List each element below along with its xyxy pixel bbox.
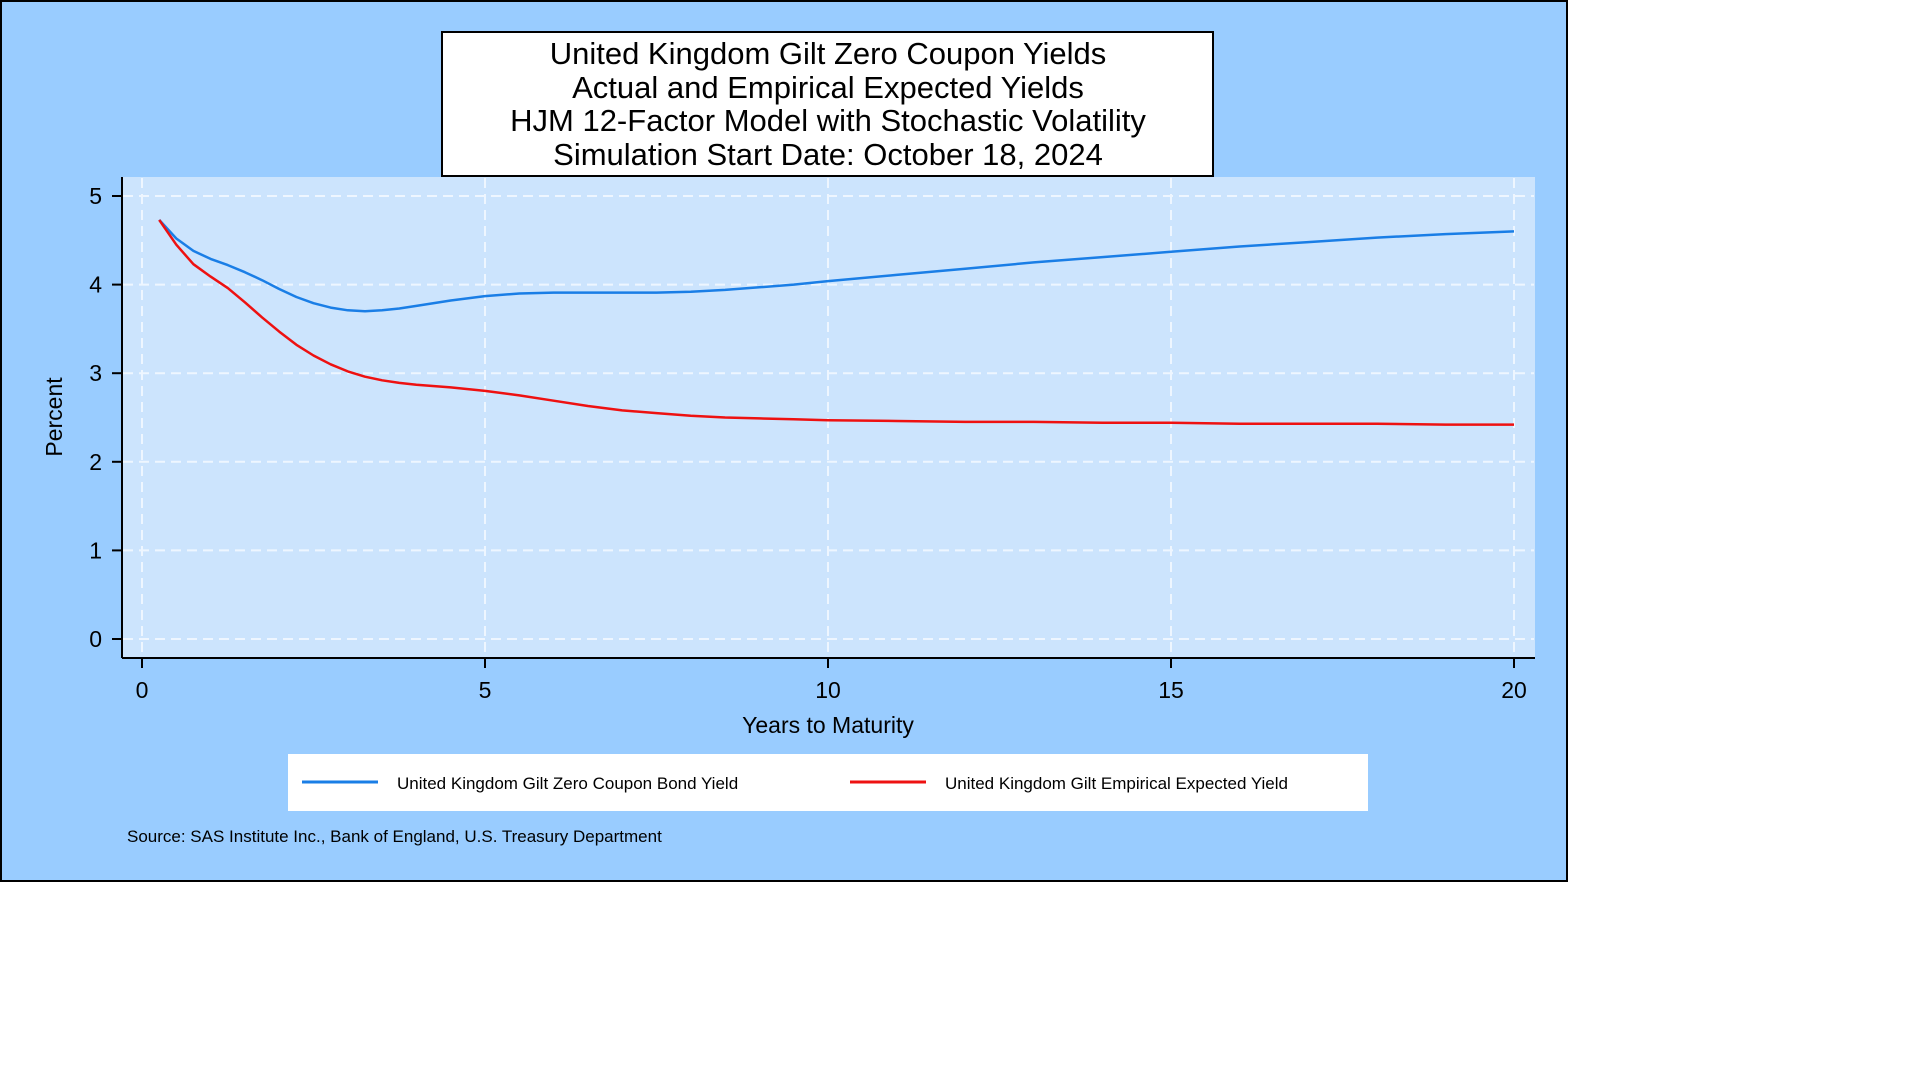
y-tick-label: 0	[89, 626, 102, 652]
y-tick-label: 4	[89, 272, 102, 298]
y-tick-label: 2	[89, 449, 102, 475]
chart-root: United Kingdom Gilt Zero Coupon Yields A…	[0, 0, 1568, 882]
source-note: Source: SAS Institute Inc., Bank of Engl…	[127, 827, 662, 846]
series-line-expected-yield	[158, 219, 1514, 426]
series-line-zero-coupon-yield	[158, 219, 1515, 313]
title-line-2: Actual and Empirical Expected Yields	[572, 70, 1084, 105]
plot-area	[122, 177, 1535, 658]
x-tick-label: 15	[1158, 677, 1184, 703]
x-axis-label: Years to Maturity	[742, 712, 914, 738]
grid-layer	[123, 178, 1534, 657]
y-tick-label: 3	[89, 360, 102, 386]
x-ticks: 0 5 10 15 20	[136, 658, 1527, 703]
title-line-4: Simulation Start Date: October 18, 2024	[553, 137, 1103, 172]
y-axis-label: Percent	[41, 377, 67, 457]
x-tick-label: 5	[479, 677, 492, 703]
y-ticks: 0 1 2 3 4 5	[89, 183, 122, 652]
title-box-bg	[441, 31, 1214, 177]
legend: United Kingdom Gilt Zero Coupon Bond Yie…	[288, 754, 1368, 811]
x-tick-label: 20	[1501, 677, 1527, 703]
title-line-1: United Kingdom Gilt Zero Coupon Yields	[550, 36, 1107, 71]
y-tick-label: 1	[89, 537, 102, 563]
x-tick-label: 10	[815, 677, 841, 703]
chart-svg: United Kingdom Gilt Zero Coupon Yields A…	[0, 0, 1568, 882]
legend-label-expected: United Kingdom Gilt Empirical Expected Y…	[945, 774, 1288, 793]
title-box: United Kingdom Gilt Zero Coupon Yields A…	[441, 31, 1214, 177]
y-tick-label: 5	[89, 183, 102, 209]
x-tick-label: 0	[136, 677, 149, 703]
title-line-3: HJM 12-Factor Model with Stochastic Vola…	[510, 103, 1146, 138]
series-layer	[158, 219, 1515, 426]
legend-box	[288, 754, 1368, 811]
legend-label-zero-coupon: United Kingdom Gilt Zero Coupon Bond Yie…	[397, 774, 738, 793]
